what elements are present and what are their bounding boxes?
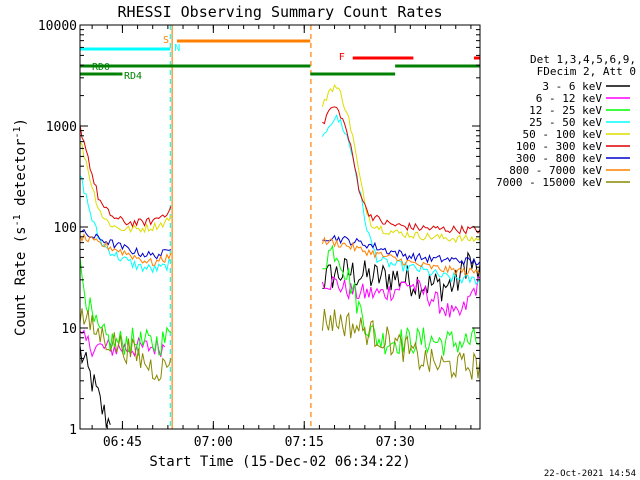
y-tick-label: 10 xyxy=(61,322,77,337)
legend: Det 1,3,4,5,6,9,FDecim 2, Att 0 3 - 6 keV… xyxy=(496,53,636,189)
series-line-4-segment-0 xyxy=(80,141,172,234)
series-line-0-segment-0 xyxy=(80,345,111,428)
legend-entry-label: 6 - 12 keV xyxy=(536,92,603,105)
y-axis-label-mid: detector xyxy=(13,139,29,215)
y-axis-label-main: Count Rate (s xyxy=(13,226,29,336)
flag-night-label: N xyxy=(174,43,180,54)
y-axis-label-exp1: -1 xyxy=(12,214,23,226)
series-lines xyxy=(80,83,480,428)
y-tick-label: 100 xyxy=(54,221,77,236)
legend-header-line: Det 1,3,4,5,6,9, xyxy=(530,53,636,66)
y-tick-label: 1000 xyxy=(46,120,77,135)
y-axis-label-end: ) xyxy=(13,118,29,126)
y-axis-label-exp2: -1 xyxy=(12,126,23,138)
x-tick-label: 07:15 xyxy=(285,435,324,450)
legend-entry-label: 7000 - 15000 keV xyxy=(496,176,602,189)
series-line-4-segment-1 xyxy=(321,83,480,244)
series-line-3-segment-0 xyxy=(80,175,172,274)
legend-entry-label: 300 - 800 keV xyxy=(516,152,602,165)
series-line-7-segment-1 xyxy=(321,236,480,276)
y-axis-label: Count Rate (s-1 detector-1) xyxy=(12,118,29,336)
series-line-8-segment-1 xyxy=(321,309,480,380)
chart-title: RHESSI Observing Summary Count Rates xyxy=(117,3,442,21)
series-line-7-segment-0 xyxy=(80,232,172,267)
legend-entry-label: 100 - 300 keV xyxy=(516,140,602,153)
legend-entry-label: 3 - 6 keV xyxy=(542,80,602,93)
flag-rd0-label: RD0 xyxy=(92,62,110,73)
series-line-6-segment-0 xyxy=(80,228,172,260)
x-tick-label: 06:45 xyxy=(103,435,142,450)
series-line-6-segment-1 xyxy=(322,234,480,266)
x-axis-ticks: 06:45 07:00 07:15 07:30 xyxy=(91,25,472,450)
series-line-5-segment-0 xyxy=(80,124,172,228)
flag-bars: SN F RD0 RD4 xyxy=(80,35,480,82)
y-tick-label: 10000 xyxy=(38,19,77,34)
legend-entry-label: 25 - 50 keV xyxy=(529,116,602,129)
legend-entry-label: 800 - 7000 keV xyxy=(509,164,602,177)
series-line-8-segment-0 xyxy=(80,308,172,382)
x-tick-label: 07:30 xyxy=(376,435,415,450)
x-tick-label: 07:00 xyxy=(194,435,233,450)
legend-header-line: FDecim 2, Att 0 xyxy=(537,65,636,78)
x-axis-label: Start Time (15-Dec-02 06:34:22) xyxy=(149,454,410,470)
legend-entry-label: 12 - 25 keV xyxy=(529,104,602,117)
y-tick-label: 1 xyxy=(69,423,77,438)
flag-saa-label: S xyxy=(163,35,169,46)
y-axis-ticks: 1 10 100 1000 10000 xyxy=(38,19,480,438)
series-line-1-segment-1 xyxy=(321,275,480,318)
series-line-2-segment-0 xyxy=(80,257,172,356)
series-line-2-segment-1 xyxy=(322,244,480,356)
footer-timestamp: 22-Oct-2021 14:54 xyxy=(544,469,636,479)
legend-entry-label: 50 - 100 keV xyxy=(523,128,603,141)
flag-flare-label: F xyxy=(339,52,345,63)
flag-rd4-label: RD4 xyxy=(124,71,142,82)
series-line-3-segment-1 xyxy=(321,113,480,286)
